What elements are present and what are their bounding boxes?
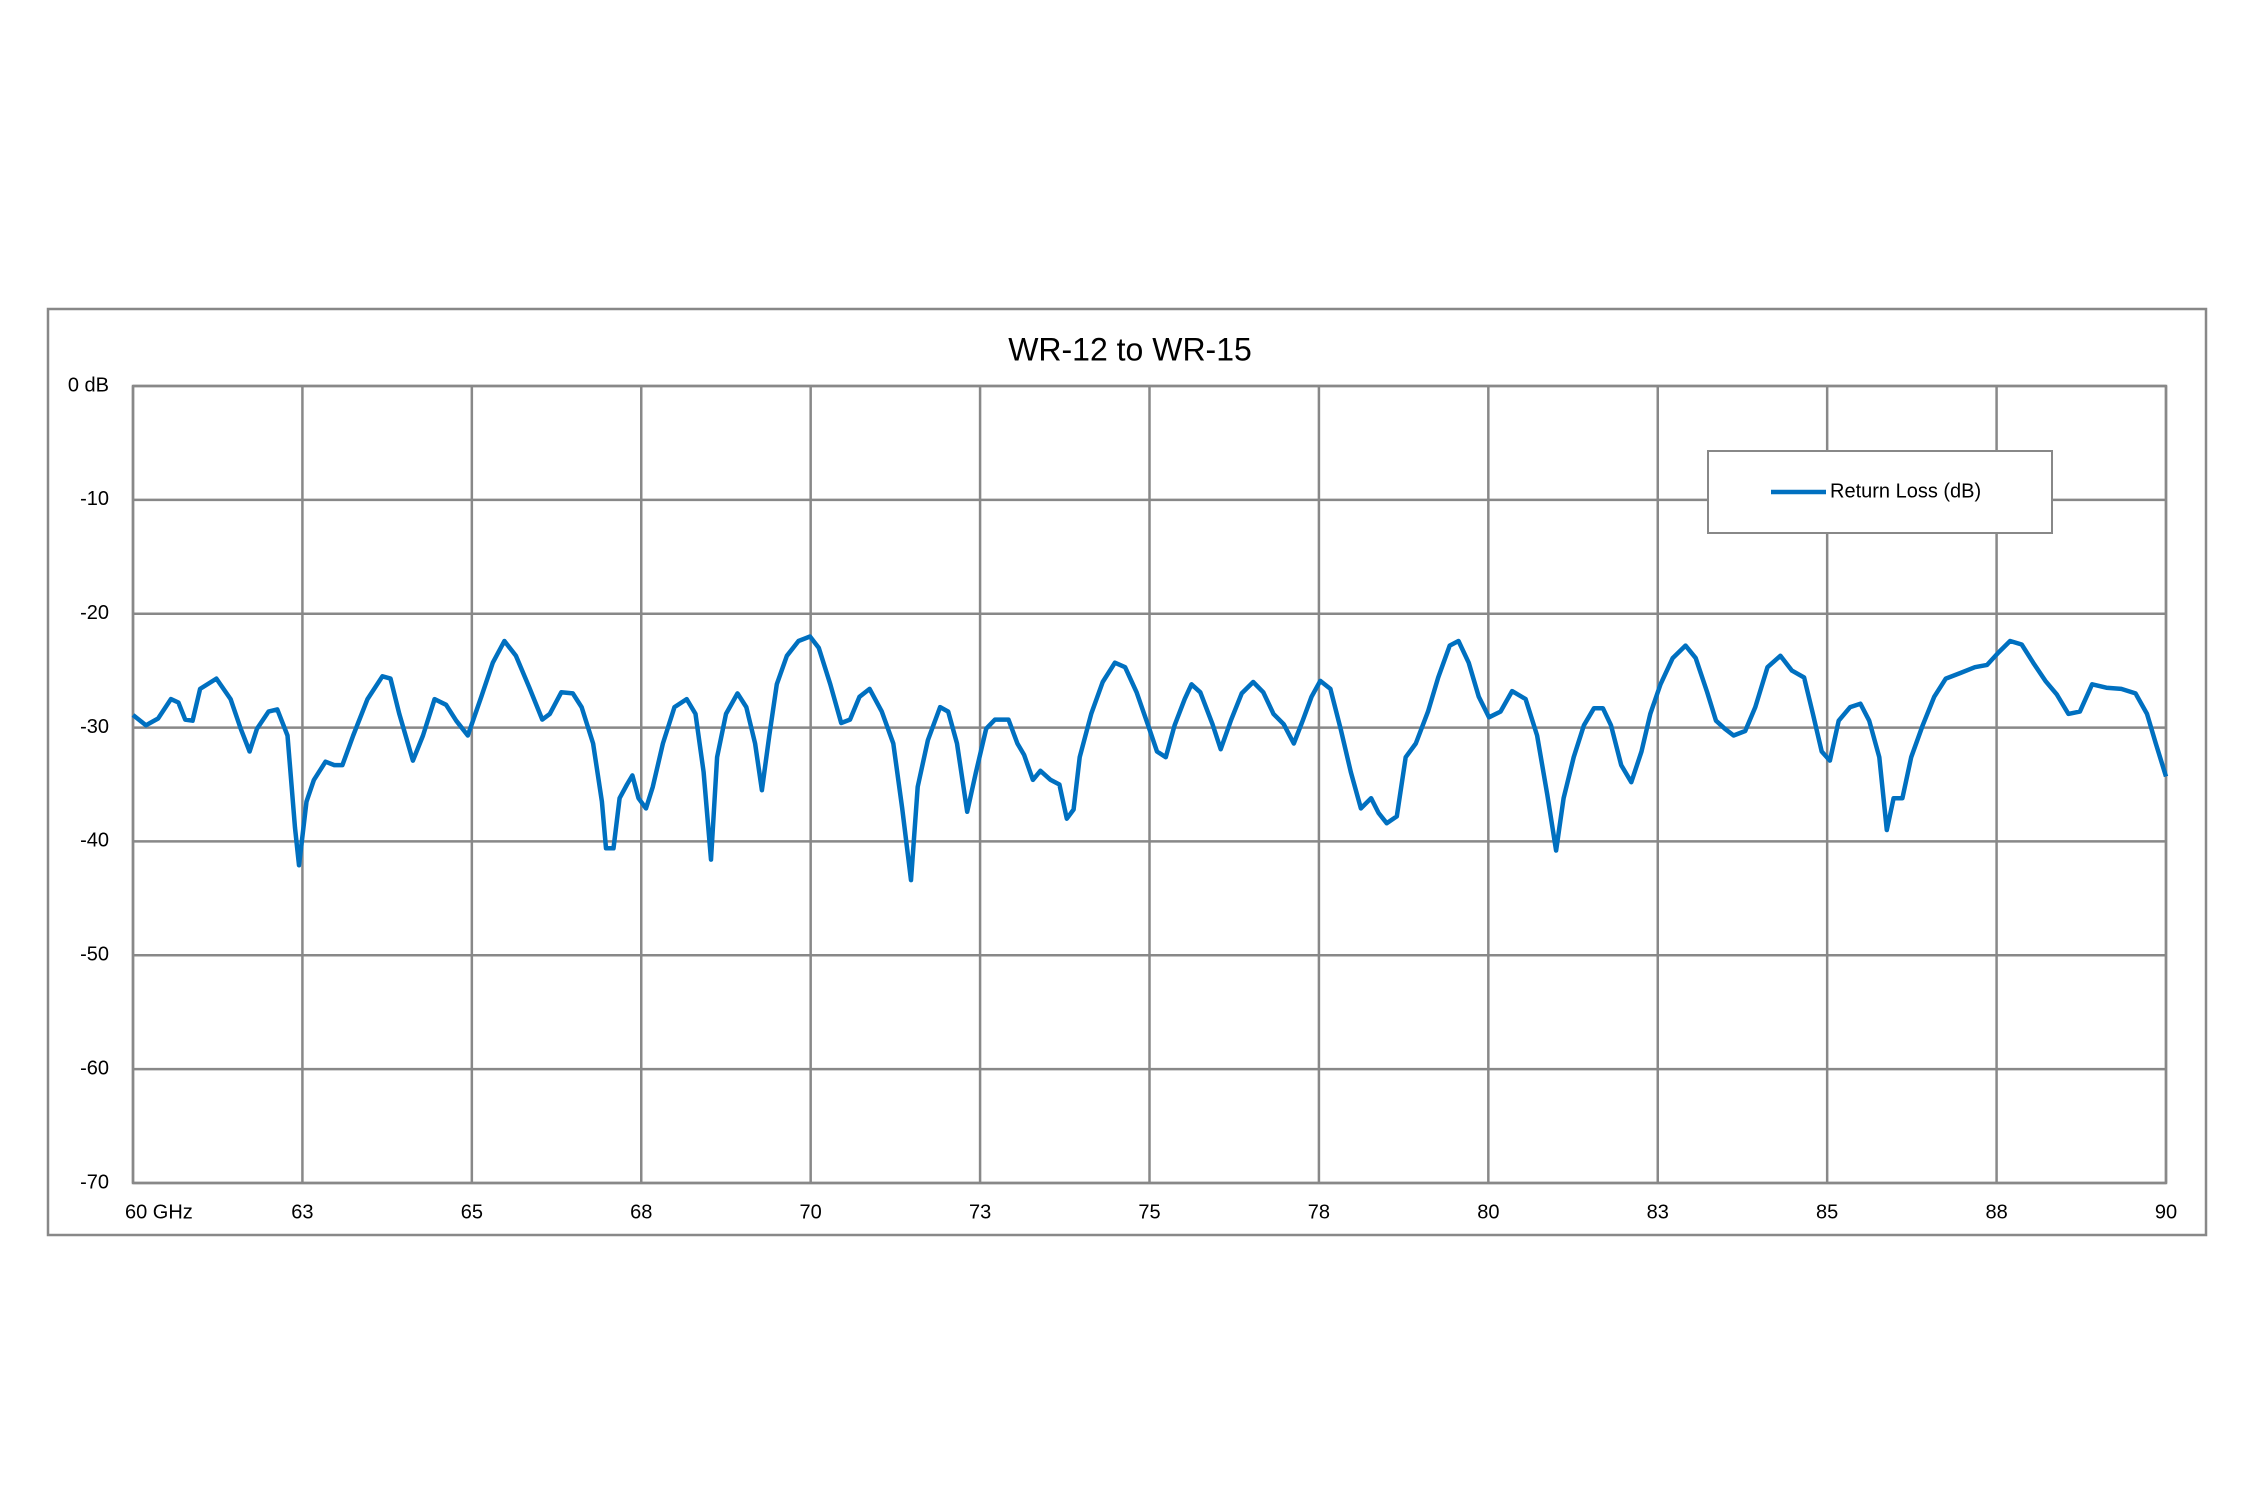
x-tick-label: 70 [800,1201,822,1223]
legend-label: Return Loss (dB) [1830,480,1981,502]
x-tick-label: 78 [1308,1201,1330,1223]
y-tick-label: -60 [80,1057,109,1079]
x-tick-label: 83 [1647,1201,1669,1223]
x-tick-label: 90 [2155,1201,2177,1223]
x-tick-label: 75 [1138,1201,1160,1223]
x-tick-label: 73 [969,1201,991,1223]
legend-box [1707,450,2053,534]
chart-title: WR-12 to WR-15 [1008,331,1252,367]
y-tick-label: -10 [80,488,109,510]
x-tick-label: 60 GHz [125,1201,193,1223]
x-tick-label: 85 [1816,1201,1838,1223]
x-tick-label: 80 [1477,1201,1499,1223]
y-tick-label: -30 [80,716,109,738]
x-tick-label: 63 [291,1201,313,1223]
x-tick-label: 65 [461,1201,483,1223]
y-tick-label: -70 [80,1171,109,1193]
y-tick-label: -20 [80,602,109,624]
x-tick-label: 68 [630,1201,652,1223]
y-tick-label: 0 dB [68,374,109,396]
data-line [131,634,2169,883]
plot-border [131,384,2168,1185]
x-tick-label: 88 [1985,1201,2007,1223]
y-tick-label: -40 [80,830,109,852]
y-tick-label: -50 [80,944,109,966]
